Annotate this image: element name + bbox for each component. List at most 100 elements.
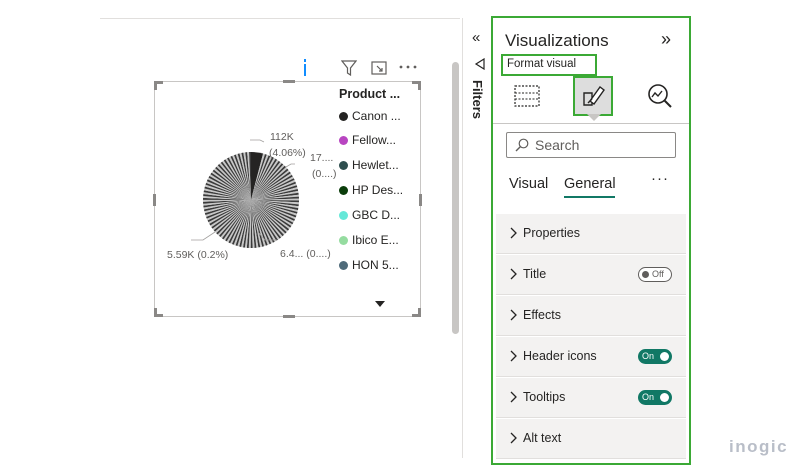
pie-slice[interactable] [251,200,255,248]
pie-slice[interactable] [230,155,251,200]
pie-slice[interactable] [243,152,251,200]
canvas-scrollbar[interactable] [452,62,459,334]
pie-slice[interactable] [251,163,284,200]
resize-handle-bottom-left[interactable] [154,308,163,317]
filters-expand-button[interactable]: « [472,29,481,46]
pie-slice[interactable] [251,170,290,200]
resize-handle-bottom-right[interactable] [412,308,421,317]
focus-mode-icon[interactable] [371,60,387,76]
pie-slice[interactable] [233,200,251,246]
pie-slice[interactable] [203,190,251,200]
pie-slice[interactable] [250,200,253,249]
more-options-button[interactable]: ··· [651,170,669,187]
pie-slice[interactable] [251,164,285,200]
pie-slice[interactable] [237,200,251,247]
card-header-icons[interactable]: Header icons On [496,337,686,377]
pie-slice[interactable] [251,200,272,245]
pie-chart-visual[interactable]: 112K (4.06%) 17.... (0....) 5.59K (0.2%)… [153,80,422,318]
pie-slice[interactable] [251,174,293,200]
pie-slice[interactable] [211,171,251,200]
pie-slice[interactable] [251,157,276,200]
pie-slice[interactable] [251,200,277,242]
pie-slice[interactable] [251,161,282,200]
tab-general[interactable]: General [564,176,616,192]
legend-item[interactable]: Fellow... [339,132,396,148]
pie-slice[interactable] [203,195,251,200]
pie-slice[interactable] [204,184,251,200]
pie-slice[interactable] [251,168,289,200]
pie-slice[interactable] [239,152,251,200]
pie-slice[interactable] [251,154,269,200]
pie-slice[interactable] [235,153,251,200]
pie-slice[interactable] [251,153,265,200]
pie-slice[interactable] [203,200,251,208]
pie-slice[interactable] [202,199,251,202]
analytics-tab[interactable] [641,77,679,115]
pie-slice[interactable] [217,200,251,236]
pie-slice[interactable] [251,200,299,211]
pie-slice[interactable] [251,200,299,203]
pie-slice[interactable] [251,173,292,200]
pie-slice[interactable] [208,175,251,200]
pie-slice[interactable] [251,200,270,246]
pie-slice[interactable] [242,200,251,248]
pie-slice[interactable] [217,164,251,200]
pie-slice[interactable] [225,200,251,242]
pie-slice[interactable] [251,200,273,244]
pie-slice[interactable] [251,200,297,216]
pie-slice[interactable] [209,200,251,226]
header-icons-toggle[interactable]: On [638,349,672,364]
pie-slice[interactable] [234,154,251,200]
pie-slice[interactable] [213,168,251,200]
pie-slice[interactable] [251,200,288,233]
pie-slice[interactable] [251,200,298,214]
pie-slice[interactable] [251,198,300,201]
resize-handle-top-right[interactable] [412,81,421,90]
pie-slice[interactable] [203,200,251,210]
resize-handle-bottom[interactable] [283,315,295,318]
filter-icon[interactable] [341,60,357,76]
pie-slice[interactable] [251,179,296,200]
pie-slice[interactable] [226,200,251,243]
pie-slice[interactable] [251,200,295,223]
filters-pane-label[interactable]: Filters [470,80,485,120]
pie-slice[interactable] [251,200,295,221]
pie-slice[interactable] [218,200,251,238]
pie-slice[interactable] [251,183,297,200]
more-options-icon[interactable] [399,64,417,70]
pie-slice[interactable] [203,194,251,200]
pie-slice[interactable] [244,200,251,248]
card-effects[interactable]: Effects [496,296,686,336]
pie-slice[interactable] [223,159,251,200]
pie-slice[interactable] [251,200,292,228]
pie-slice[interactable] [251,200,257,248]
pie-slice[interactable] [230,200,251,245]
pie-slice[interactable] [251,167,288,200]
pie-slice[interactable] [205,200,251,217]
pie-slice[interactable] [251,181,297,200]
pie-slice[interactable] [251,200,287,234]
format-visual-tab[interactable] [573,76,613,116]
pie-slice[interactable] [251,200,290,231]
pie-slice[interactable] [251,200,286,235]
pie-slice[interactable] [220,200,251,239]
pie-slice[interactable] [251,160,281,200]
pie-slice[interactable] [203,197,251,200]
pie-slice[interactable] [221,200,251,240]
pie-slice[interactable] [222,160,251,200]
pie-slice[interactable] [251,152,264,200]
info-icon[interactable] [302,59,308,77]
pie-slice[interactable] [251,176,294,200]
pie-slice[interactable] [210,172,251,200]
pie-slice[interactable] [251,178,295,200]
pie-slice[interactable] [251,200,259,248]
pie-slice[interactable] [247,152,251,200]
pie-slice[interactable] [204,200,251,216]
card-tooltips[interactable]: Tooltips On [496,378,686,418]
pie-slice[interactable] [227,157,251,200]
pie-slice[interactable] [213,200,251,232]
pie-slice[interactable] [251,200,299,205]
card-title[interactable]: Title Off [496,255,686,295]
pie-slice[interactable] [251,200,299,209]
collapse-pane-button[interactable]: » [661,29,672,49]
